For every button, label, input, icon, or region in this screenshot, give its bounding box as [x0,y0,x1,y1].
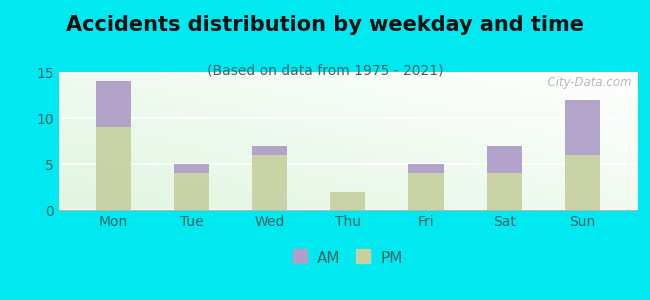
Bar [252,146,287,155]
Bar [96,81,131,127]
Bar [486,173,522,210]
Bar [174,173,209,210]
Bar [565,100,600,155]
Text: (Based on data from 1975 - 2021): (Based on data from 1975 - 2021) [207,63,443,77]
Bar [408,173,443,210]
Bar [408,164,443,173]
Bar [565,155,600,210]
Text: City-Data.com: City-Data.com [540,76,631,89]
Bar [252,155,287,210]
Bar [330,192,365,210]
Bar [174,164,209,173]
Legend: AM, PM: AM, PM [292,251,403,266]
Bar [96,127,131,210]
Bar [486,146,522,173]
Text: Accidents distribution by weekday and time: Accidents distribution by weekday and ti… [66,15,584,35]
